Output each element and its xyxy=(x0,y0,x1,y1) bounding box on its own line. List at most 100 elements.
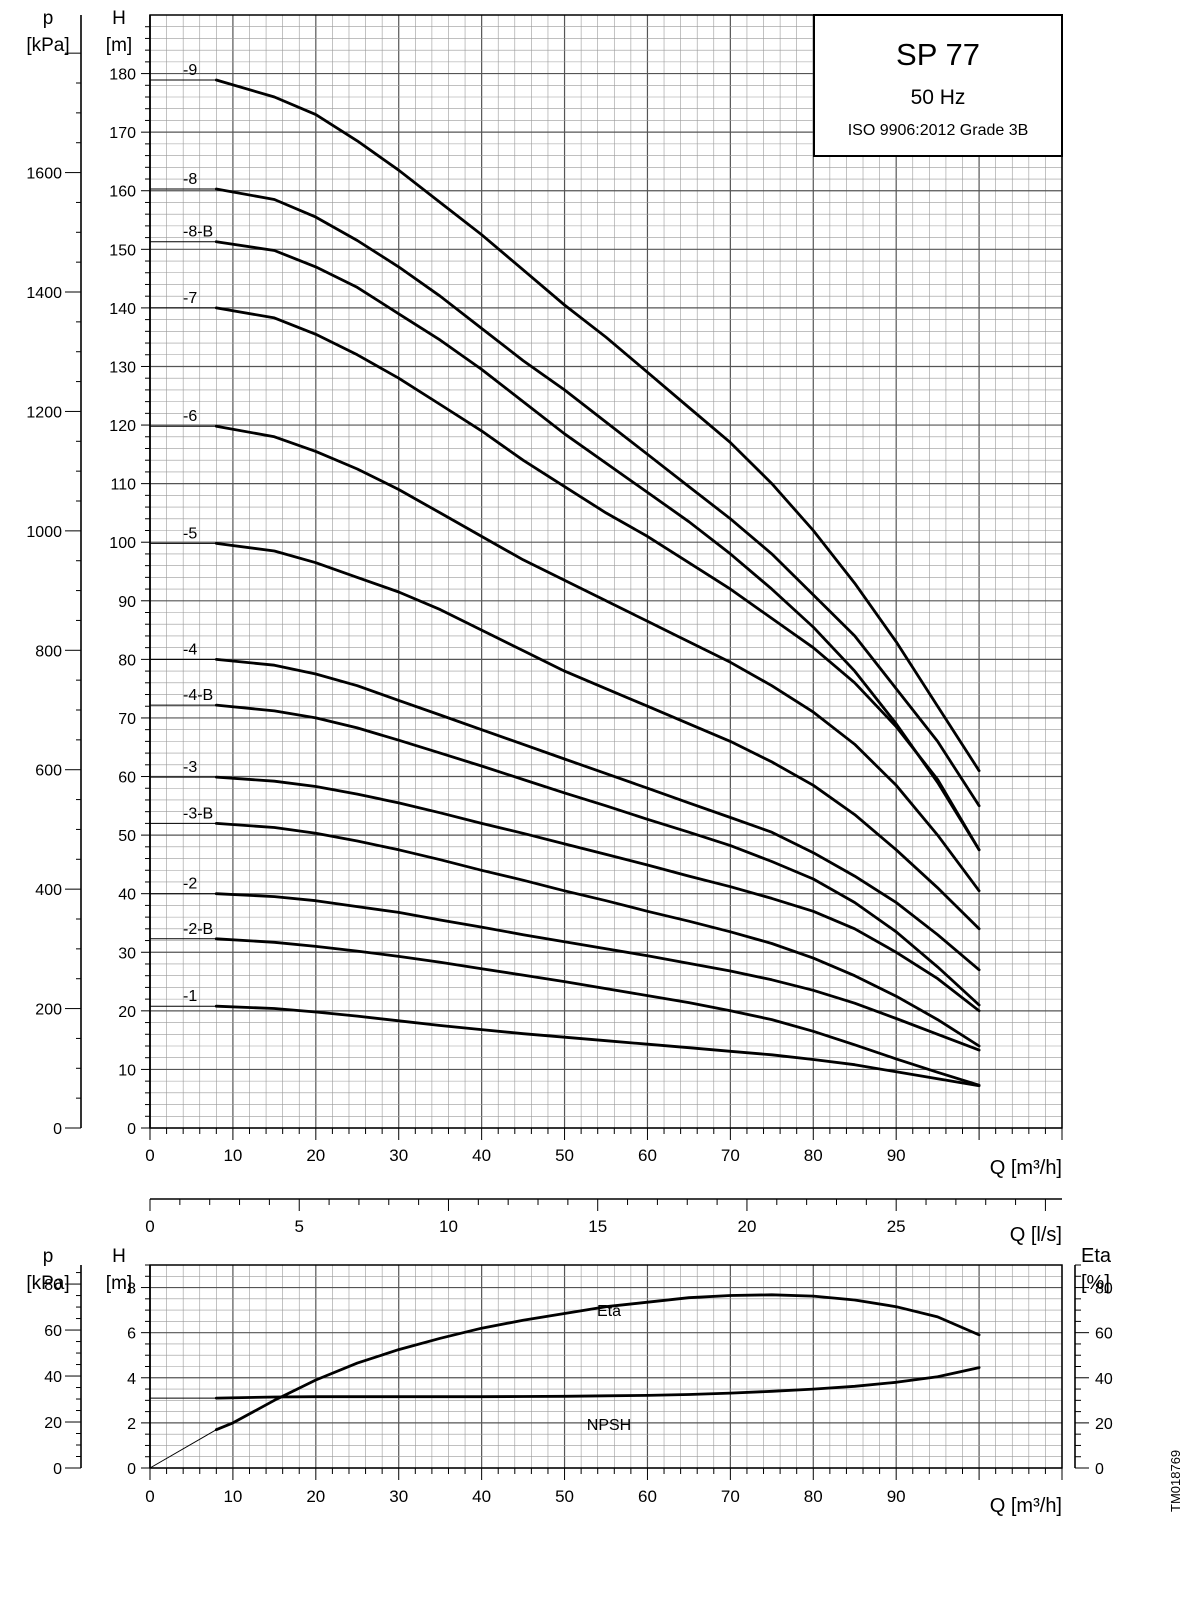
q-tick-label-bottom: 20 xyxy=(306,1487,325,1506)
curve-label: -6 xyxy=(183,408,197,425)
q-tick-label: 80 xyxy=(804,1146,823,1165)
chart-standard: ISO 9906:2012 Grade 3B xyxy=(848,122,1029,139)
q-tick-label-bottom: 50 xyxy=(555,1487,574,1506)
pump-curve xyxy=(214,937,981,1087)
axes: 0102030405060708090100110120130140150160… xyxy=(26,15,1113,1506)
curve-label: -1 xyxy=(183,988,197,1005)
p-tick-label: 0 xyxy=(53,1121,62,1138)
p-tick-label: 800 xyxy=(35,643,62,660)
title-box: SP 77 50 Hz ISO 9906:2012 Grade 3B xyxy=(813,14,1063,157)
h-tick-label: 70 xyxy=(118,711,136,728)
q-ls-tick-label: 5 xyxy=(295,1217,304,1236)
pump-curve xyxy=(214,78,981,773)
q-tick-label: 40 xyxy=(472,1146,491,1165)
npsh-eta-curves xyxy=(149,1293,981,1469)
p-unit-bottom: [kPa] xyxy=(26,1273,69,1294)
pump-curves xyxy=(150,78,981,1088)
pump-curve xyxy=(214,892,981,1052)
p-unit-top: [kPa] xyxy=(26,35,69,56)
p-tick-label-bottom: 40 xyxy=(44,1369,62,1386)
q-tick-label-bottom: 0 xyxy=(145,1487,154,1506)
h-tick-label: 140 xyxy=(109,301,136,318)
h-tick-label-bottom: 8 xyxy=(127,1281,136,1298)
q-ls-tick-label: 0 xyxy=(145,1217,154,1236)
p-tick-label: 600 xyxy=(35,763,62,780)
q-tick-label-bottom: 80 xyxy=(804,1487,823,1506)
h-tick-label: 20 xyxy=(118,1004,136,1021)
h-tick-label: 170 xyxy=(109,125,136,142)
h-tick-label: 30 xyxy=(118,945,136,962)
eta-symbol: Eta xyxy=(1081,1245,1112,1267)
eta-curve xyxy=(214,1293,981,1432)
pump-curve xyxy=(214,703,981,1007)
curve-label: -5 xyxy=(183,525,197,542)
q-tick-label: 90 xyxy=(887,1146,906,1165)
p-symbol-bottom: p xyxy=(43,1246,54,1267)
curve-label: -7 xyxy=(183,290,197,307)
h-unit-top: [m] xyxy=(106,35,132,56)
h-tick-label: 90 xyxy=(118,594,136,611)
eta-extension-line xyxy=(149,1429,217,1469)
bottom-chart-grid xyxy=(149,1264,1063,1469)
pump-curve xyxy=(214,775,981,1013)
side-code: TM018769 xyxy=(1168,1450,1183,1512)
curve-label: -2 xyxy=(183,876,197,893)
chart-labels: -9 -8 -8-B -7 -6 -5 -4 -4-B -3 -3-B -2 -2-B -1 Eta NPS… xyxy=(183,62,631,1434)
npsh-curve xyxy=(214,1366,981,1400)
p-tick-label: 1200 xyxy=(26,404,62,421)
h-tick-label: 120 xyxy=(109,418,136,435)
eta-tick-label: 40 xyxy=(1095,1371,1113,1388)
pump-curve xyxy=(214,542,981,931)
h-tick-label-bottom: 6 xyxy=(127,1326,136,1343)
axis-unit-labels: p [kPa] H [m] Q [m³/h] Q [l/s] p [kPa] H… xyxy=(26,8,1112,1517)
q-tick-label-bottom: 70 xyxy=(721,1487,740,1506)
eta-unit: [%] xyxy=(1081,1272,1110,1294)
h-tick-label: 100 xyxy=(109,535,136,552)
h-tick-label: 80 xyxy=(118,652,136,669)
q-tick-label: 20 xyxy=(306,1146,325,1165)
q-tick-label: 0 xyxy=(145,1146,154,1165)
p-tick-label: 200 xyxy=(35,1002,62,1019)
curve-label: -4 xyxy=(183,641,197,658)
curve-label: -9 xyxy=(183,62,197,79)
main-chart-grid xyxy=(149,14,1063,1129)
h-tick-label: 60 xyxy=(118,770,136,787)
p-tick-label: 1600 xyxy=(26,166,62,183)
q-m3h-label-bottom: Q [m³/h] xyxy=(990,1495,1062,1517)
q-ls-tick-label: 25 xyxy=(887,1217,906,1236)
q-tick-label: 60 xyxy=(638,1146,657,1165)
q-tick-label: 50 xyxy=(555,1146,574,1165)
q-tick-label: 70 xyxy=(721,1146,740,1165)
pump-curve xyxy=(214,658,981,972)
h-tick-label: 50 xyxy=(118,828,136,845)
h-tick-label-bottom: 4 xyxy=(127,1371,136,1388)
eta-tick-label: 60 xyxy=(1095,1326,1113,1343)
chart-frequency: 50 Hz xyxy=(911,86,966,109)
p-tick-label-bottom: 60 xyxy=(44,1323,62,1340)
p-tick-label: 1400 xyxy=(26,285,62,302)
q-ls-tick-label: 20 xyxy=(737,1217,756,1236)
q-ls-tick-label: 15 xyxy=(588,1217,607,1236)
curve-label: -8 xyxy=(183,171,197,188)
p-tick-label: 1000 xyxy=(26,524,62,541)
h-unit-bottom: [m] xyxy=(106,1273,132,1294)
q-ls-tick-label: 10 xyxy=(439,1217,458,1236)
q-tick-label-bottom: 30 xyxy=(389,1487,408,1506)
pump-curve xyxy=(214,1004,981,1088)
p-tick-label: 400 xyxy=(35,882,62,899)
q-m3h-label-top: Q [m³/h] xyxy=(990,1157,1062,1179)
eta-curve-label: Eta xyxy=(597,1303,621,1320)
curve-label: -3 xyxy=(183,759,197,776)
curve-label: -8-B xyxy=(183,224,213,241)
h-tick-label: 150 xyxy=(109,242,136,259)
h-tick-label: 130 xyxy=(109,359,136,376)
eta-tick-label: 0 xyxy=(1095,1461,1104,1478)
h-tick-label-bottom: 0 xyxy=(127,1461,136,1478)
curve-label: -4-B xyxy=(183,687,213,704)
pump-curve xyxy=(214,306,981,852)
h-tick-label: 0 xyxy=(127,1121,136,1138)
pump-curve xyxy=(214,187,981,808)
p-tick-label-bottom: 80 xyxy=(44,1277,62,1294)
pump-curve xyxy=(214,424,981,893)
